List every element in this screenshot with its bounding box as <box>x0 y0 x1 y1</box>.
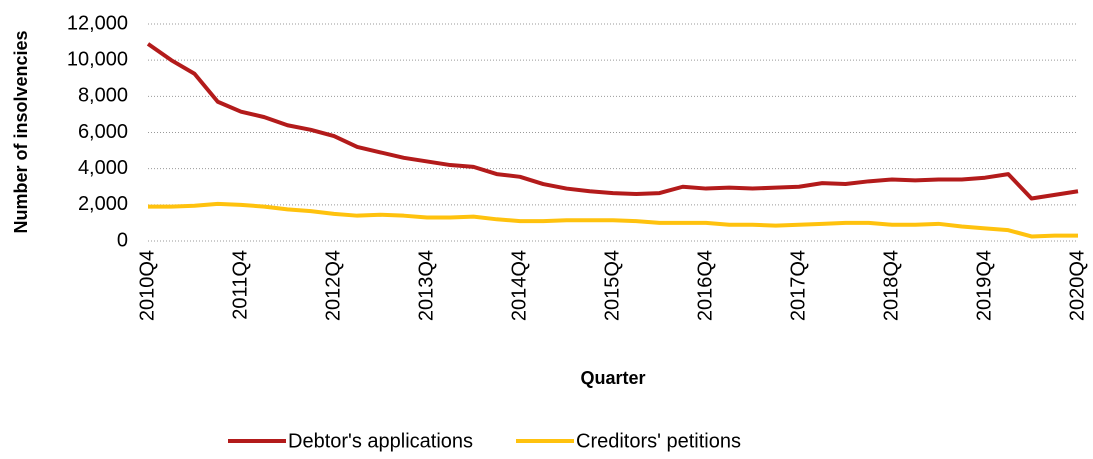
line <box>148 201 1078 239</box>
x-tick-label: 2011Q4 <box>229 250 251 320</box>
x-tick-label: 2015Q4 <box>601 250 623 321</box>
legend-label: Debtor's applications <box>288 430 473 452</box>
y-tick-label: 2,000 <box>78 193 128 215</box>
x-tick-label: 2012Q4 <box>322 250 344 321</box>
x-axis-title: Quarter <box>580 368 645 388</box>
y-axis-title: Number of insolvencies <box>11 30 31 233</box>
x-tick-label: 2013Q4 <box>415 250 437 321</box>
line <box>146 42 1079 201</box>
x-tick-label: 2010Q4 <box>136 250 158 321</box>
x-tick-label: 2016Q4 <box>694 250 716 321</box>
y-tick-label: 12,000 <box>67 12 128 34</box>
y-tick-label: 4,000 <box>78 157 128 179</box>
y-tick-label: 0 <box>117 229 128 251</box>
y-tick-label: 8,000 <box>78 85 128 107</box>
x-tick-label: 2019Q4 <box>973 250 995 321</box>
y-tick-label: 10,000 <box>67 48 128 70</box>
x-tick-label: 2017Q4 <box>787 250 809 321</box>
x-tick-label: 2020Q4 <box>1066 250 1088 321</box>
x-tick-label: 2014Q4 <box>508 250 530 321</box>
y-tick-label: 6,000 <box>78 121 128 143</box>
legend-label: Creditors' petitions <box>576 430 741 452</box>
x-tick-label: 2018Q4 <box>880 250 902 321</box>
